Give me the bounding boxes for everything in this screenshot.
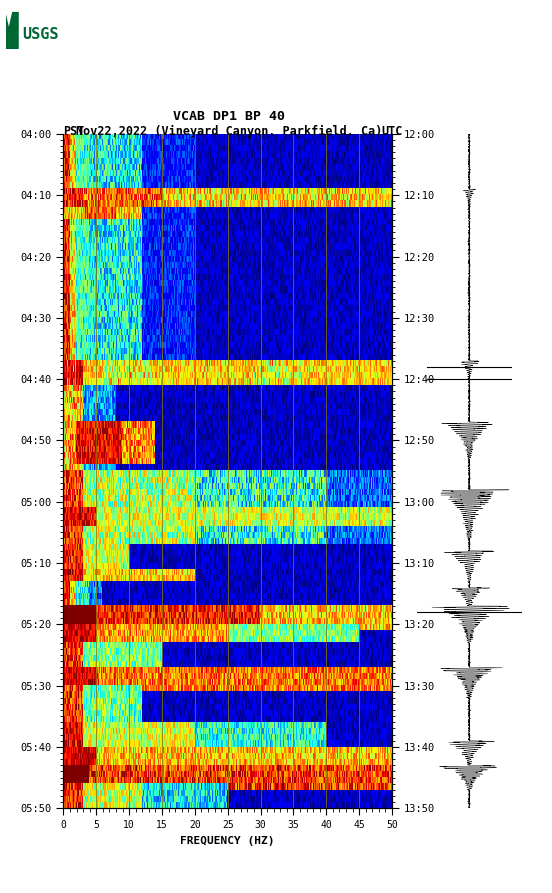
Text: UTC: UTC xyxy=(381,125,402,138)
Text: PST: PST xyxy=(63,125,85,138)
Text: USGS: USGS xyxy=(22,27,59,42)
Polygon shape xyxy=(6,12,19,49)
Text: VCAB DP1 BP 40: VCAB DP1 BP 40 xyxy=(173,110,285,122)
X-axis label: FREQUENCY (HZ): FREQUENCY (HZ) xyxy=(181,836,275,846)
Text: Nov22,2022 (Vineyard Canyon, Parkfield, Ca): Nov22,2022 (Vineyard Canyon, Parkfield, … xyxy=(76,125,383,138)
